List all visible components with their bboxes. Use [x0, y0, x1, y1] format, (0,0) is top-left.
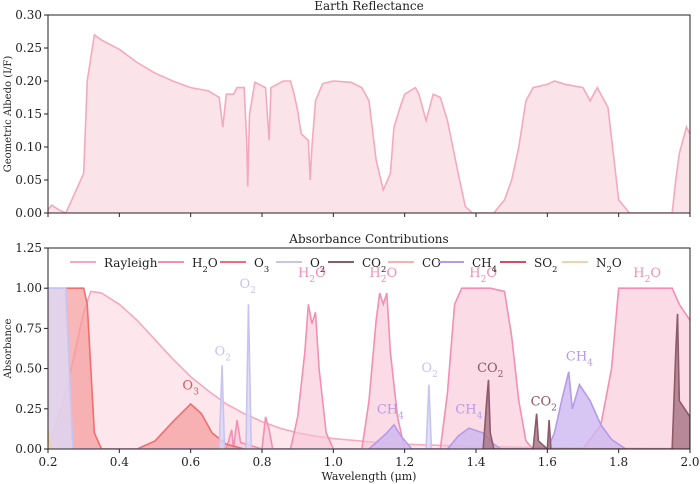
legend-label: CH4 — [472, 256, 497, 274]
legend-label: CO2 — [362, 256, 386, 274]
series-line — [48, 287, 245, 449]
legend: Rayleigh H2O O3 O2 CO2 CO CH4 SO2 N2O — [70, 256, 622, 274]
annotation-label: CO2 — [477, 361, 503, 380]
y-tick-label: 0.50 — [15, 362, 42, 376]
y-tick-label: 0.20 — [15, 74, 42, 88]
legend-label: H2O — [192, 256, 218, 274]
legend-label: Rayleigh — [104, 256, 158, 270]
series-area — [48, 291, 690, 449]
legend-label: O3 — [254, 256, 269, 274]
series-line — [48, 290, 690, 449]
annotation-label: O2 — [239, 277, 255, 296]
annotation-label: O2 — [421, 361, 437, 380]
plot-area — [48, 287, 690, 449]
series-line — [48, 33, 690, 213]
series-line — [225, 287, 690, 449]
x-tick-label: 0.2 — [38, 455, 57, 469]
series-area — [48, 429, 52, 449]
annotation-label: CH4 — [566, 350, 593, 369]
y-tick-label: 0.00 — [15, 442, 42, 456]
series-line — [368, 371, 627, 449]
x-tick-label: 1.8 — [609, 455, 628, 469]
absorbance-panel: Absorbance Contributions O2 O2 O3 H2O H2O H2O H… — [3, 232, 700, 483]
series-line — [48, 287, 433, 449]
annotation-label: H2O — [469, 266, 497, 285]
y-tick-label: 0.05 — [15, 173, 42, 187]
series-area — [48, 34, 690, 213]
axes-frame — [47, 247, 691, 450]
annotation-label: CO2 — [531, 395, 557, 414]
y-tick-label: 0.00 — [15, 206, 42, 220]
annotation-label: H2O — [298, 266, 326, 285]
y-tick-label: 0.75 — [15, 321, 42, 335]
y-tick-label: 0.25 — [15, 402, 42, 416]
y-tick-label: 1.25 — [15, 241, 42, 255]
x-tick-label: 0.4 — [110, 455, 129, 469]
panel-title: Absorbance Contributions — [288, 232, 448, 246]
x-tick-label: 1.4 — [466, 455, 485, 469]
series-area — [226, 288, 690, 449]
x-tick-label: 1.0 — [324, 455, 343, 469]
y-tick-label: 0.25 — [15, 41, 42, 55]
annotation-label: CH4 — [377, 403, 404, 422]
annotation-label: H2O — [369, 266, 397, 285]
y-tick-label: 0.10 — [15, 140, 42, 154]
annotation-label: O3 — [182, 379, 199, 398]
x-tick-label: 1.6 — [538, 455, 557, 469]
y-axis-label: Absorbance — [3, 318, 14, 379]
annotation-label: O2 — [215, 345, 231, 364]
panel-title: Earth Reflectance — [314, 0, 424, 13]
x-axis-label: Wavelength (μm) — [322, 470, 417, 483]
x-tick-label: 2.0 — [680, 455, 699, 469]
series-line — [482, 313, 690, 449]
series-line — [48, 429, 53, 449]
series-area — [369, 371, 626, 449]
legend-label: N2O — [596, 256, 622, 274]
y-tick-label: 0.30 — [15, 8, 42, 22]
legend-label: O2 — [310, 256, 325, 274]
legend-label: CO — [422, 256, 441, 270]
x-tick-label: 0.6 — [181, 455, 200, 469]
annotation-label: CH4 — [455, 403, 482, 422]
y-axis-label: Geometric Albedo (I/F) — [3, 56, 14, 173]
plot-area — [48, 33, 690, 213]
x-tick-label: 0.8 — [252, 455, 271, 469]
annotation-label: H2O — [633, 266, 661, 285]
y-tick-label: 0.15 — [15, 107, 42, 121]
legend-label: SO2 — [534, 256, 557, 274]
reflectance-panel: Earth Reflectance 0.00 0.05 0.10 0.15 0.20 0.2… — [3, 0, 691, 220]
y-tick-label: 1.00 — [15, 281, 42, 295]
x-tick-label: 1.2 — [395, 455, 414, 469]
